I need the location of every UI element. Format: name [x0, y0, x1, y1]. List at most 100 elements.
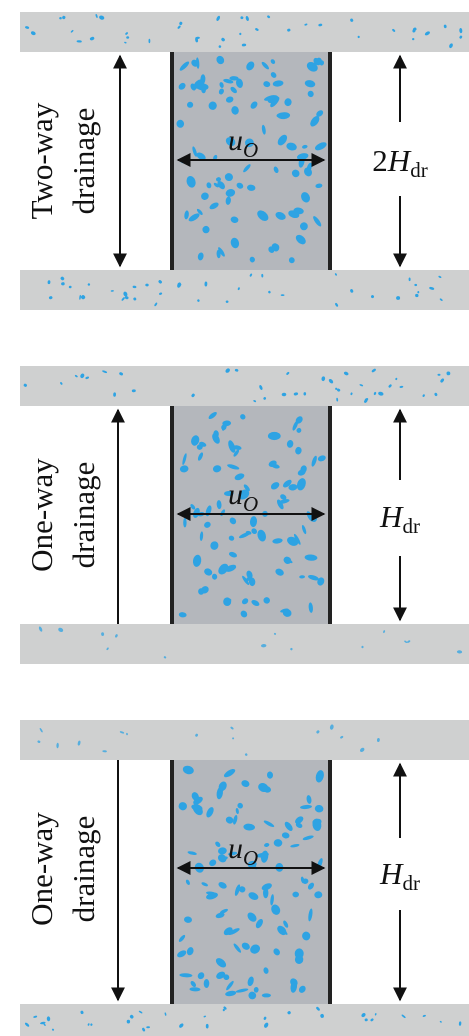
grain-speck [251, 528, 258, 535]
grain-speck [336, 397, 339, 402]
grain-speck [115, 634, 118, 638]
grain-speck [407, 640, 411, 643]
grain-speck [318, 23, 323, 27]
grain-speck [215, 841, 221, 847]
grain-speck [250, 101, 258, 109]
grain-speck [276, 112, 290, 119]
grain-speck [177, 25, 181, 29]
drainage-word-label: drainage [66, 816, 101, 923]
grain-speck [124, 296, 129, 300]
grain-speck [268, 290, 271, 294]
grain-speck [255, 28, 259, 31]
drainage-label: One-way [24, 812, 59, 926]
grain-speck [178, 612, 187, 618]
grain-speck [361, 645, 364, 649]
grain-speck [456, 650, 463, 654]
grain-speck [177, 950, 187, 958]
top-sand-layer [20, 366, 469, 406]
drainage-type-text: One-way [24, 458, 59, 572]
grain-speck [126, 732, 128, 736]
grain-speck [302, 144, 308, 149]
grain-speck [388, 384, 392, 388]
drainage-word-text: drainage [66, 816, 101, 923]
grain-speck [243, 823, 255, 831]
grain-speck [270, 894, 274, 906]
grain-speck [185, 879, 190, 885]
grain-speck [225, 196, 231, 205]
grain-speck [215, 958, 227, 968]
grain-speck [131, 389, 136, 393]
pore-pressure-subscript: O [243, 846, 258, 870]
grain-speck [221, 420, 228, 431]
grain-speck [39, 728, 43, 733]
grain-speck [218, 563, 229, 575]
grain-speck [189, 987, 201, 992]
panel-two-way-drainage: Two-way drainage uO 2Hdr [20, 12, 469, 310]
grain-speck [61, 282, 65, 286]
grain-speck [227, 464, 240, 470]
grain-speck [314, 891, 323, 899]
grain-speck [250, 944, 261, 954]
grain-speck [223, 974, 230, 981]
grain-speck [350, 18, 354, 22]
grain-speck [188, 213, 200, 222]
grain-speck [313, 216, 322, 227]
grain-speck [213, 182, 220, 188]
grain-speck [179, 465, 189, 473]
grain-speck [99, 15, 105, 20]
height-prefix: 2 [372, 143, 388, 178]
grain-speck [458, 1021, 462, 1026]
grain-speck [350, 392, 353, 396]
grain-speck [197, 452, 204, 461]
grain-speck [280, 294, 285, 296]
grain-speck [187, 851, 197, 855]
clay-grains [176, 55, 327, 264]
grain-speck [290, 843, 300, 848]
grain-speck [440, 378, 445, 383]
grain-speck [270, 59, 276, 65]
grain-speck [438, 275, 442, 278]
grain-speck [233, 445, 242, 450]
height-subscript: dr [402, 871, 420, 895]
grain-speck [247, 976, 254, 987]
grain-speck [216, 500, 222, 510]
bottom-sand-layer [20, 270, 469, 310]
grain-speck [301, 525, 307, 535]
grain-speck [205, 1023, 209, 1029]
grain-speck [228, 440, 236, 453]
grain-speck [225, 300, 229, 303]
grain-speck [253, 400, 257, 403]
grain-speck [206, 892, 218, 900]
grain-speck [281, 392, 287, 397]
grain-speck [295, 446, 302, 455]
grain-speck [335, 387, 338, 390]
grain-speck [177, 282, 182, 288]
grain-speck [302, 931, 311, 941]
grain-speck [417, 291, 420, 294]
grain-speck [87, 283, 91, 286]
grain-speck [286, 440, 294, 448]
grain-speck [295, 416, 303, 424]
grain-speck [51, 1028, 55, 1031]
grain-speck [429, 286, 435, 290]
grain-speck [459, 28, 463, 34]
grain-speck [263, 820, 275, 828]
drainage-type-text: Two-way [24, 102, 59, 219]
grain-speck [218, 45, 222, 48]
drainage-label: Two-way [24, 102, 59, 219]
grain-speck [273, 948, 280, 956]
grain-speck [211, 573, 218, 580]
grain-speck [242, 575, 250, 586]
grain-speck [184, 210, 189, 220]
grain-speck [249, 273, 253, 277]
grain-speck [263, 1016, 267, 1020]
grain-speck [154, 302, 158, 307]
grain-speck [142, 1027, 146, 1032]
drainage-type-text: One-way [24, 812, 59, 926]
grain-speck [106, 647, 109, 651]
grain-speck [148, 38, 151, 44]
grain-speck [234, 473, 245, 481]
grain-speck [320, 1013, 324, 1018]
grain-speck [383, 630, 386, 634]
grain-speck [272, 80, 284, 87]
